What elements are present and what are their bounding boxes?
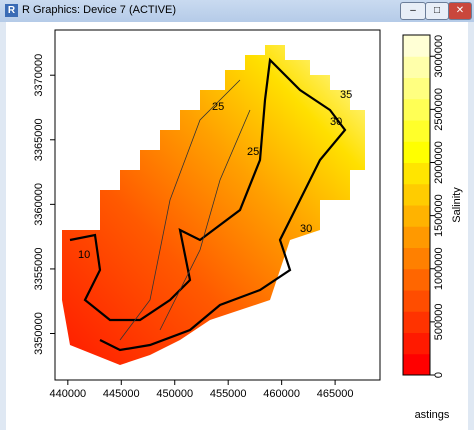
close-button[interactable]: ✕	[448, 2, 472, 20]
colorbar-band	[403, 311, 430, 333]
colorbar-band	[403, 268, 430, 291]
maximize-button[interactable]: □	[425, 2, 449, 20]
contour-label: 25	[212, 101, 224, 113]
colorbar-band	[403, 56, 430, 78]
x-tick-label: 460000	[263, 388, 300, 400]
colorbar-frame	[402, 34, 431, 376]
title-bar: R R Graphics: Device 7 (ACTIVE) – □ ✕	[0, 0, 474, 22]
plot-frame	[54, 29, 381, 381]
x-tick-label: 440000	[49, 388, 86, 400]
colorbar-tick-label: 3000000	[433, 35, 445, 78]
colorbar-band	[403, 77, 430, 100]
x-axis-label: astings	[415, 409, 450, 421]
contour-label: 30	[300, 223, 312, 235]
colorbar-tick-label: 1500000	[433, 194, 445, 237]
y-tick-label: 3350000	[33, 312, 45, 355]
contour-lines	[119, 79, 251, 341]
contour-label: 25	[247, 146, 259, 158]
contour-label: 10	[78, 249, 90, 261]
colorbar-band	[403, 183, 430, 206]
colorbar-band	[403, 120, 430, 142]
colorbar-tick-label: 2000000	[433, 141, 445, 184]
colorbar-band	[403, 353, 430, 376]
y-tick-label: 3370000	[33, 54, 45, 97]
coastline	[69, 57, 347, 352]
colorbar-tick-label: 2500000	[433, 88, 445, 131]
x-tick-label: 465000	[317, 388, 354, 400]
colorbar-band	[403, 141, 430, 163]
colorbar-band	[403, 162, 430, 185]
x-tick-label: 455000	[210, 388, 247, 400]
x-tick-label: 450000	[156, 388, 193, 400]
colorbar-band	[403, 290, 430, 312]
y-tick-label: 3365000	[33, 118, 45, 161]
y-tick-label: 3355000	[33, 248, 45, 291]
colorbar-band	[403, 35, 430, 57]
app-icon: R	[5, 4, 18, 17]
colorbar-band	[403, 247, 430, 270]
colorbar-tick-label: 500000	[433, 304, 445, 341]
colorbar-band	[403, 332, 430, 355]
minimize-button[interactable]: –	[400, 2, 426, 20]
colorbar-tick-label: 1000000	[433, 247, 445, 290]
colorbar-label: Salinity	[451, 187, 463, 223]
contour-label: 30	[330, 116, 342, 128]
x-tick-label: 445000	[103, 388, 140, 400]
colorbar-band	[403, 98, 430, 121]
colorbar-band	[403, 226, 430, 248]
chart: 440000 445000 450000 455000 460000 465000 3350…	[6, 22, 468, 430]
contour-label: 35	[340, 89, 352, 101]
colorbar-tick-label: 0	[433, 372, 445, 378]
window-title: R Graphics: Device 7 (ACTIVE)	[22, 4, 177, 16]
y-tick-label: 3360000	[33, 183, 45, 226]
salinity-raster	[62, 45, 365, 365]
colorbar-band	[403, 205, 430, 227]
